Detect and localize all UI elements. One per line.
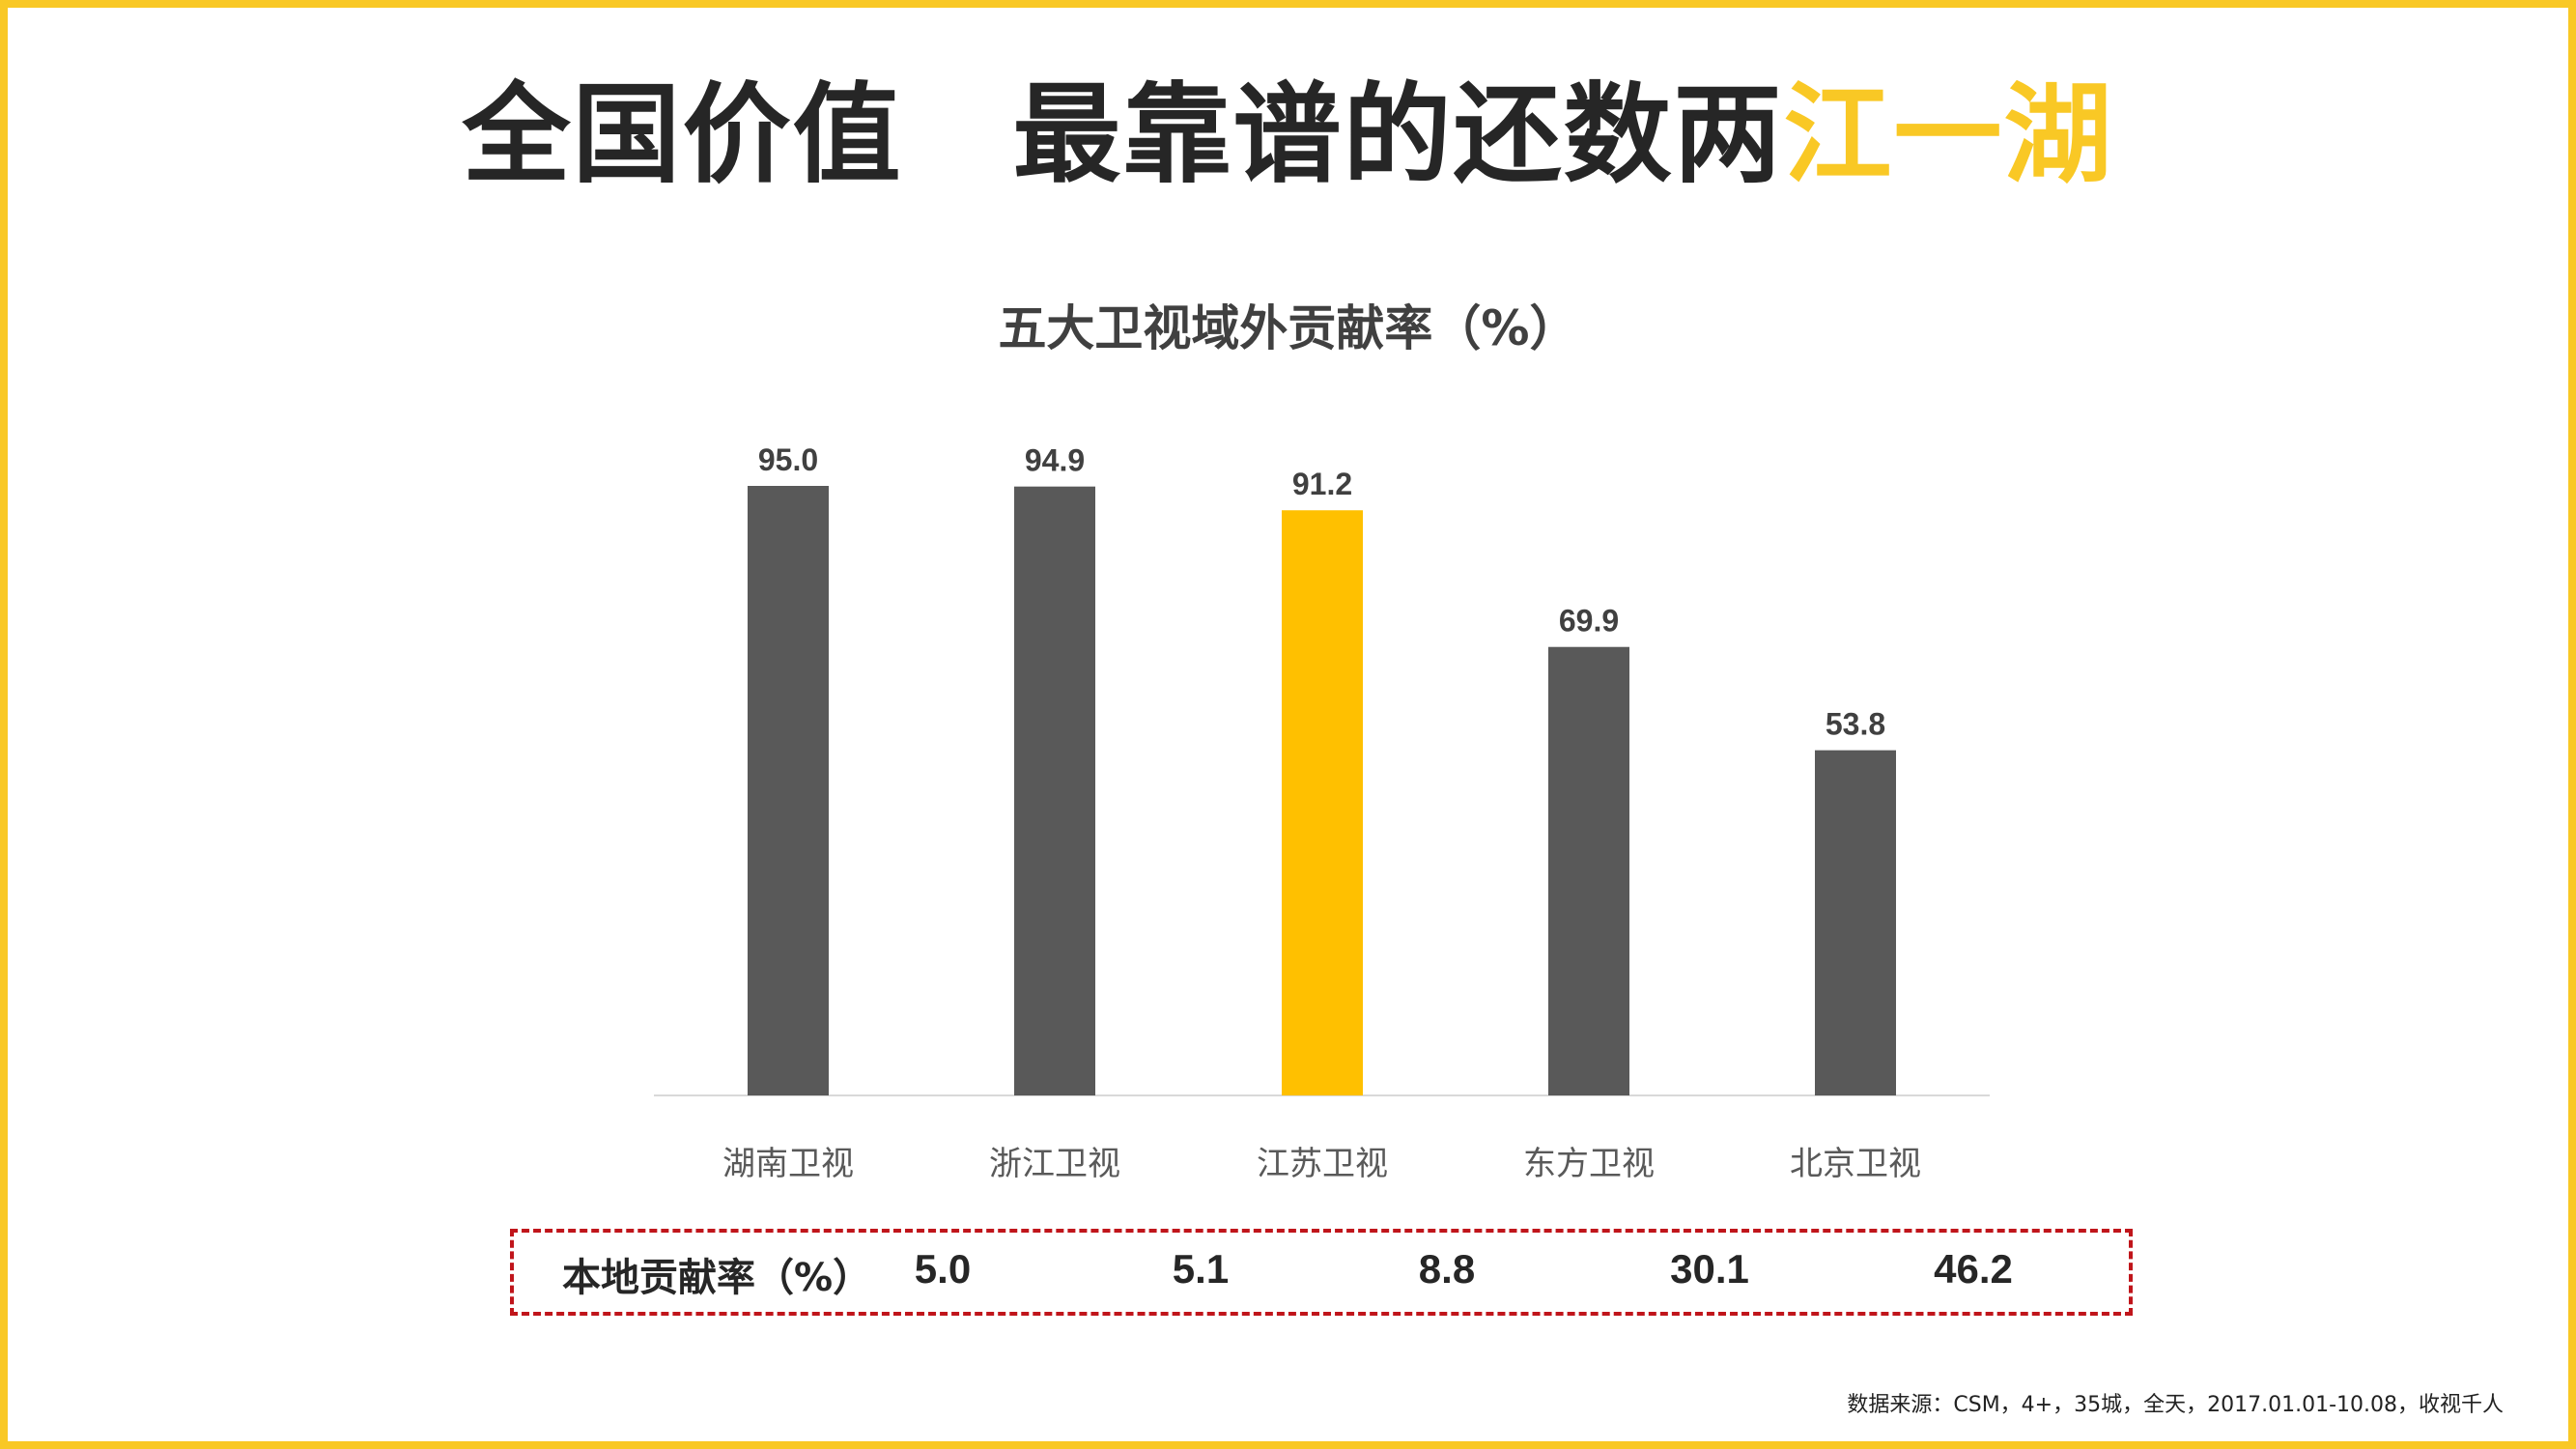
- data-label-1: 95.0: [758, 442, 818, 477]
- category-label-5: 北京卫视: [1790, 1145, 1921, 1183]
- local-rate-value-5: 46.2: [1934, 1246, 2013, 1292]
- bar-1: [748, 486, 829, 1095]
- local-rate-box: [510, 1229, 2133, 1316]
- local-rate-value-4: 30.1: [1670, 1246, 1749, 1292]
- data-label-4: 69.9: [1559, 604, 1619, 639]
- data-label-3: 91.2: [1292, 467, 1352, 501]
- bar-2: [1014, 486, 1095, 1096]
- category-label-2: 浙江卫视: [989, 1145, 1120, 1183]
- data-label-2: 94.9: [1025, 443, 1085, 478]
- title-accent: 江一湖: [1783, 72, 2114, 198]
- category-label-3: 江苏卫视: [1257, 1145, 1388, 1183]
- category-label-4: 东方卫视: [1523, 1145, 1655, 1183]
- data-label-5: 53.8: [1826, 707, 1885, 742]
- local-rate-value-3: 8.8: [1418, 1246, 1476, 1292]
- bar-4: [1548, 646, 1629, 1095]
- local-rate-value-2: 5.1: [1172, 1246, 1230, 1292]
- title-main: 全国价值 最靠谱的还数两: [462, 72, 1784, 198]
- chart-title: 五大卫视域外贡献率（%）: [998, 300, 1578, 356]
- bar-chart: 95.0 湖南卫视 94.9 浙江卫视 91.2 江苏卫视 69.9 东方卫视 53.8 北京卫视: [654, 442, 1990, 1183]
- local-rate-value-1: 5.0: [914, 1246, 972, 1292]
- local-rate-label: 本地贡献率（%）: [562, 1256, 872, 1300]
- bar-5: [1815, 750, 1896, 1095]
- page-title: 全国价值 最靠谱的还数两江一湖: [0, 68, 2576, 203]
- bar-3: [1282, 510, 1363, 1095]
- source-note: 数据来源：CSM，4+，35城，全天，2017.01.01-10.08，收视千人: [1847, 1393, 2504, 1417]
- category-label-1: 湖南卫视: [722, 1145, 854, 1183]
